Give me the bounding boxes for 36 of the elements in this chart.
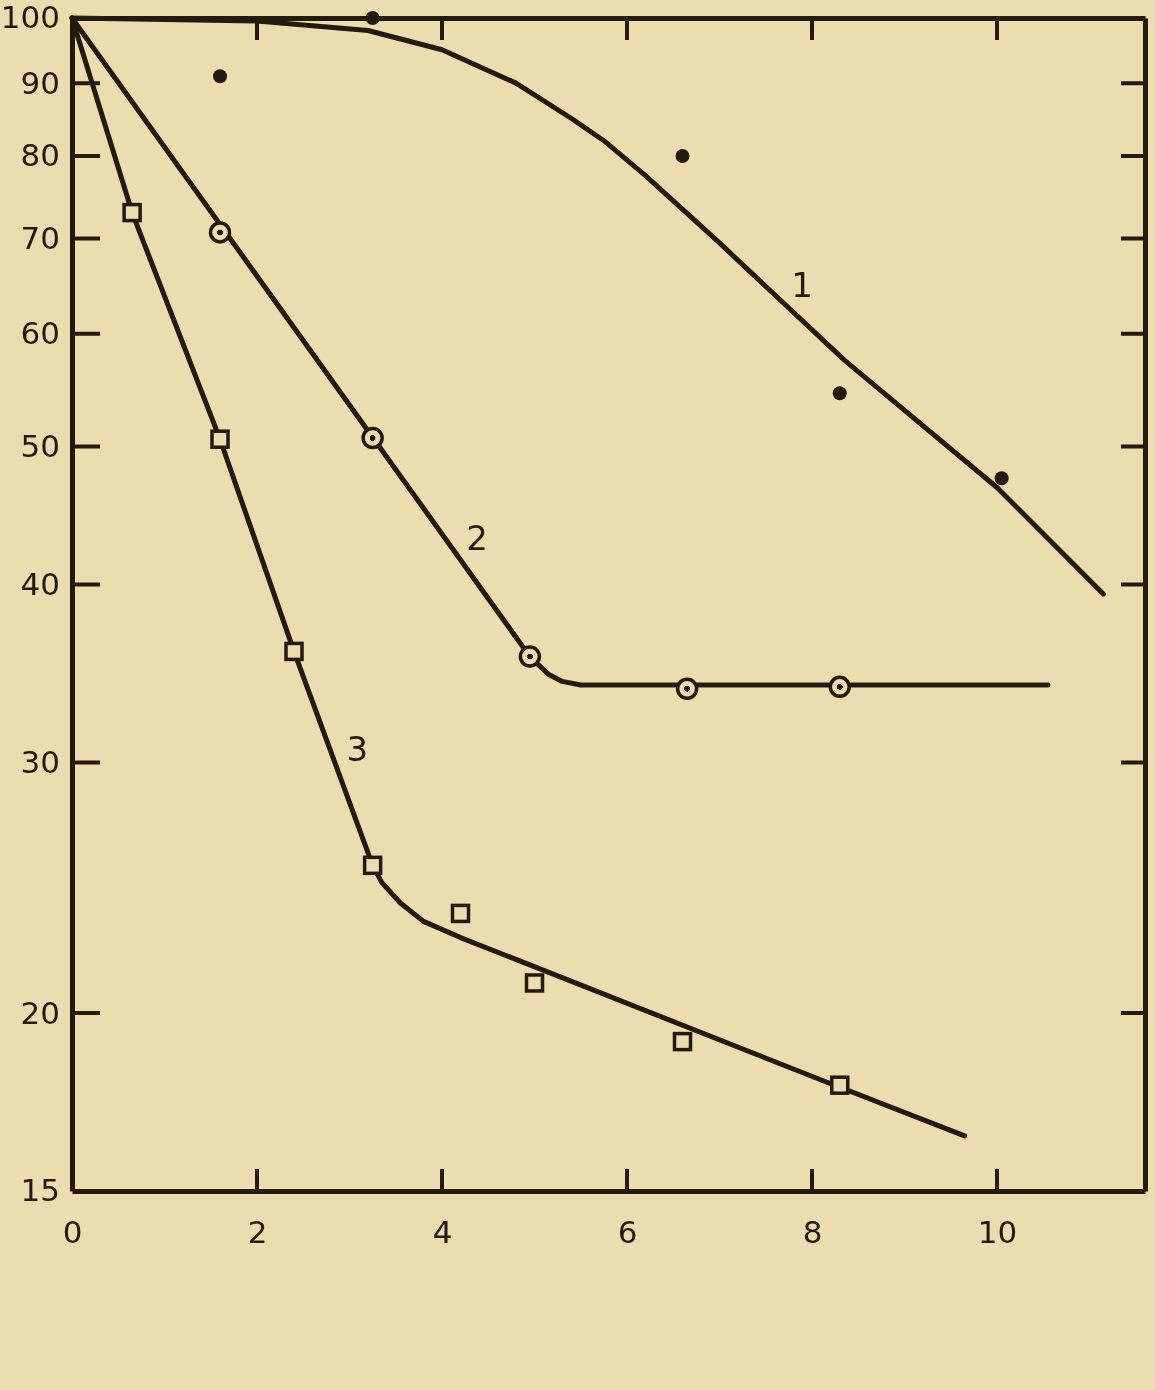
x-tick-label: 6 xyxy=(617,1214,638,1251)
y-tick-label: 15 xyxy=(20,1172,60,1209)
x-tick-label: 8 xyxy=(802,1214,823,1251)
point xyxy=(832,386,847,401)
x-tick-label: 0 xyxy=(62,1214,83,1251)
x-tick-label: 2 xyxy=(247,1214,268,1251)
annotation: 3 xyxy=(346,729,369,770)
point xyxy=(830,1075,850,1095)
point xyxy=(675,148,690,163)
x-tick-label: 4 xyxy=(432,1214,453,1251)
y-tick-label: 20 xyxy=(20,994,60,1031)
y-tick-label: 80 xyxy=(20,137,60,174)
point xyxy=(122,202,142,223)
point xyxy=(213,69,227,84)
annotation: 1 xyxy=(791,264,813,305)
point xyxy=(284,641,304,662)
point xyxy=(518,645,542,668)
y-tick-label: 60 xyxy=(20,315,60,352)
point xyxy=(362,855,383,876)
point xyxy=(994,471,1009,486)
point xyxy=(361,426,384,450)
point xyxy=(672,1031,693,1052)
point xyxy=(210,429,230,449)
point xyxy=(675,677,699,700)
x-tick-label: 10 xyxy=(977,1214,1018,1251)
point xyxy=(450,903,471,924)
point xyxy=(828,675,851,699)
y-tick-label: 100 xyxy=(0,0,60,36)
y-tick-label: 30 xyxy=(20,743,60,780)
y-tick-label: 50 xyxy=(20,428,60,464)
y-tick-label: 70 xyxy=(20,219,60,256)
y-tick-label: 40 xyxy=(20,565,60,602)
point xyxy=(208,221,232,244)
annotation: 2 xyxy=(466,517,488,558)
point xyxy=(524,973,545,993)
y-tick-label: 90 xyxy=(20,64,60,101)
